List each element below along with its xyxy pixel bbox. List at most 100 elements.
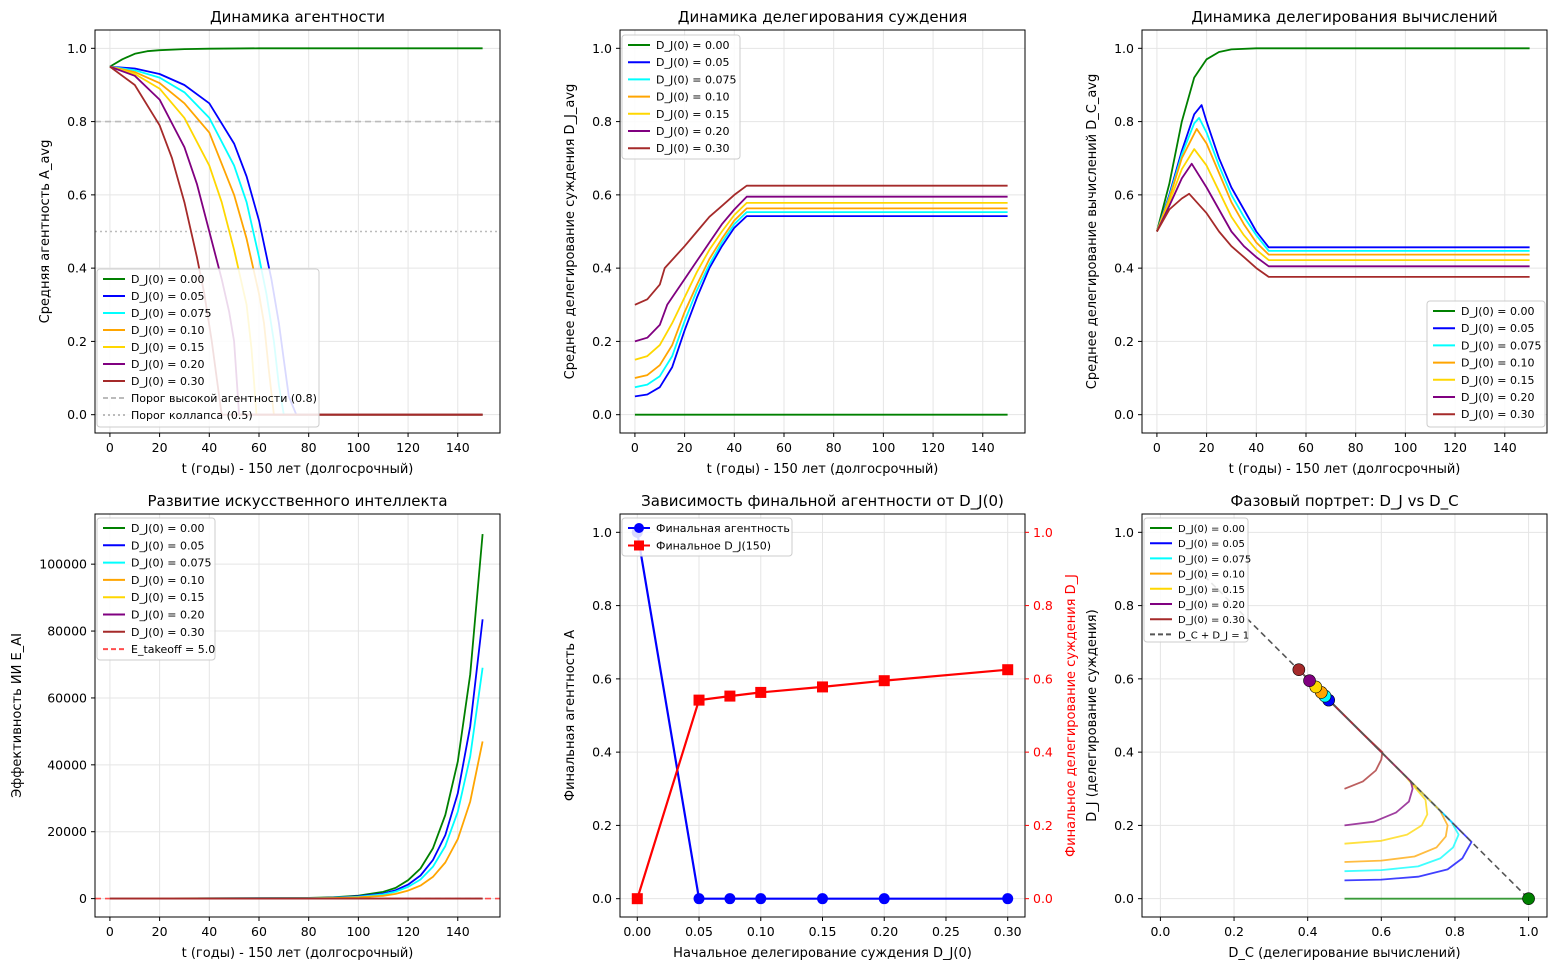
series-line [109, 47, 483, 68]
y-tick-label: 0.0 [1114, 407, 1134, 422]
y-axis-label: Среднее делегирование суждения D_J_avg [563, 84, 578, 380]
x-axis-label: t (годы) - 150 лет (долгосрочный) [707, 462, 939, 477]
series-line [634, 195, 1008, 343]
chart-title: Динамика делегирования вычислений [1191, 8, 1497, 26]
x-tick-label: 80 [1348, 440, 1364, 455]
x-tick-label: 100 [1393, 440, 1417, 455]
y-tick-label: 0.8 [592, 114, 612, 129]
chart-panel-1: 0 20 40 60 80 100 120 140 0.0 0.2 0.4 0.6 0.8 1.0 Дина… [38, 8, 501, 477]
legend: D_J(0) = 0.00 D_J(0) = 0.05 D_J(0) = 0.075… [1143, 517, 1251, 643]
end-point [1292, 663, 1306, 677]
legend: Финальная агентность Финальное D_J(150) [621, 517, 793, 557]
x-tick-label: 1.0 [1519, 924, 1539, 939]
series-line [1156, 47, 1530, 232]
data-point [817, 893, 828, 905]
x-tick-label: 20 [677, 440, 693, 455]
y-tick-label: 80000 [47, 624, 87, 639]
data-point [1002, 893, 1014, 905]
y-tick-label: 0.2 [1114, 818, 1134, 833]
y-tick-label: 0.2 [67, 334, 87, 349]
plot-area [634, 184, 1008, 416]
x-tick-label: 0.0 [1150, 924, 1170, 939]
plot-area [1156, 47, 1530, 278]
y-tick-label: 100000 [39, 557, 87, 572]
legend-label: D_J(0) = 0.15 [1178, 585, 1245, 596]
series-line [1156, 192, 1530, 278]
data-point [693, 893, 705, 905]
legend-label: D_J(0) = 0.30 [1461, 408, 1535, 421]
y-right-tick-label: 0.0 [1033, 891, 1053, 906]
y-tick-label: 1.0 [592, 525, 612, 540]
legend-label: D_J(0) = 0.05 [1461, 322, 1535, 335]
series-line [1156, 127, 1530, 256]
y-tick-label: 0.4 [592, 261, 612, 276]
axes-frame [94, 29, 501, 434]
x-tick-label: 120 [396, 924, 420, 939]
legend-label: Порог высокой агентности (0.8) [131, 392, 317, 405]
plot-area [1196, 568, 1530, 900]
x-tick-label: 40 [201, 440, 217, 455]
chart-title: Динамика делегирования суждения [678, 8, 968, 26]
x-tick-label: 0.00 [623, 924, 651, 939]
legend-box [1143, 517, 1249, 643]
y-tick-label: 0.4 [592, 745, 612, 760]
legend: D_J(0) = 0.00 D_J(0) = 0.05 D_J(0) = 0.075… [96, 517, 216, 661]
y-tick-label: 0.4 [1114, 745, 1134, 760]
y-tick-label: 0.2 [592, 818, 612, 833]
reference-line [1196, 568, 1530, 900]
x-tick-label: 60 [776, 440, 792, 455]
legend-label: Финальная агентность [656, 522, 790, 535]
x-axis-label: t (годы) - 150 лет (долгосрочный) [182, 946, 414, 961]
series-line [1328, 699, 1473, 882]
data-point [693, 694, 705, 706]
x-tick-label: 0.8 [1445, 924, 1465, 939]
legend: D_J(0) = 0.00 D_J(0) = 0.05 D_J(0) = 0.075… [1426, 300, 1546, 428]
x-tick-label: 0.6 [1371, 924, 1391, 939]
x-tick-label: 80 [301, 924, 317, 939]
y-tick-label: 0.4 [67, 261, 87, 276]
series-line [1315, 686, 1429, 845]
x-tick-label: 0 [631, 440, 639, 455]
chart-panel-3: 0 20 40 60 80 100 120 140 0.0 0.2 0.4 0.6 0.8 1.0 Дина… [1085, 8, 1548, 477]
x-tick-label: 120 [396, 440, 420, 455]
x-tick-label: 60 [251, 924, 267, 939]
data-point [1002, 664, 1014, 676]
y-axis-label: D_J (делегирование суждения) [1085, 609, 1100, 821]
x-tick-label: 0 [1153, 440, 1161, 455]
x-tick-label: 20 [1199, 440, 1215, 455]
x-tick-label: 100 [346, 924, 370, 939]
legend: D_J(0) = 0.00 D_J(0) = 0.05 D_J(0) = 0.075… [621, 34, 741, 160]
y-tick-label: 0.8 [1114, 114, 1134, 129]
legend-box [1426, 300, 1546, 428]
legend-label: D_J(0) = 0.075 [131, 557, 212, 570]
x-tick-label: 100 [346, 440, 370, 455]
y-tick-label: 0.8 [1114, 598, 1134, 613]
legend-label: D_J(0) = 0.05 [656, 56, 730, 69]
legend-label: D_J(0) = 0.30 [656, 142, 730, 155]
y-tick-label: 1.0 [1114, 41, 1134, 56]
legend-label: D_J(0) = 0.05 [131, 290, 205, 303]
y-axis-label: Финальная агентность A [563, 630, 578, 801]
series-line [634, 211, 1008, 389]
y-tick-label: 0.6 [1114, 187, 1134, 202]
legend-marker [634, 523, 644, 533]
legend-label: D_C + D_J = 1 [1178, 630, 1249, 641]
legend-label: E_takeoff = 5.0 [131, 643, 215, 656]
x-tick-label: 60 [251, 440, 267, 455]
end-point [1303, 674, 1316, 687]
axes-frame [94, 513, 501, 918]
legend-label: D_J(0) = 0.20 [1461, 391, 1535, 404]
data-point [724, 690, 736, 702]
data-point [724, 893, 736, 905]
y-tick-label: 0.8 [67, 114, 87, 129]
x-tick-label: 0.2 [1224, 924, 1244, 939]
x-tick-label: 140 [446, 924, 470, 939]
chart-panel-6: 0.0 0.2 0.4 0.6 0.8 1.0 0.0 0.2 0.4 0.6 0.8 1.0 Фазо… [1085, 492, 1548, 961]
legend-box [96, 268, 320, 428]
y-right-tick-label: 1.0 [1033, 525, 1053, 540]
legend-label: D_J(0) = 0.00 [1461, 305, 1535, 318]
data-point [817, 681, 828, 693]
x-tick-label: 60 [1298, 440, 1314, 455]
chart-title: Развитие искусственного интеллекта [147, 492, 447, 510]
data-point [755, 686, 767, 698]
